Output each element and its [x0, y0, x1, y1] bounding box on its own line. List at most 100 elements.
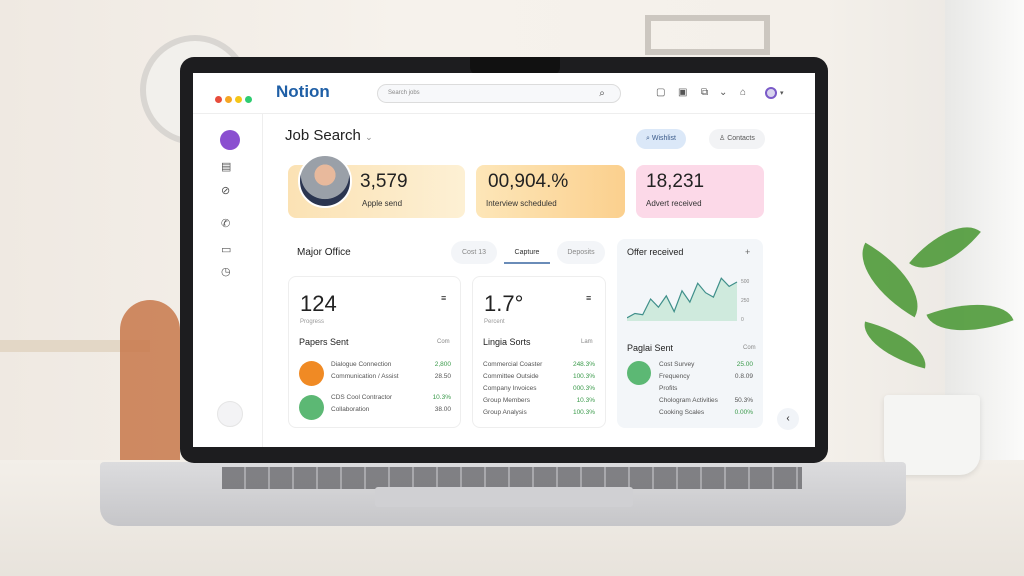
row-value: 100.3%: [572, 409, 595, 416]
row-label: Profits: [659, 385, 678, 392]
list-item[interactable]: Communication / Assist 28.50: [331, 373, 451, 380]
list-item[interactable]: Committee Outside 100.3%: [483, 373, 595, 380]
chair: [120, 300, 180, 460]
stat-card-offers[interactable]: 18,231 Advert received: [636, 165, 764, 218]
menu-icon[interactable]: ≡: [586, 293, 592, 303]
avatar: [298, 154, 352, 208]
row-value: 28.50: [434, 373, 451, 380]
offer-card[interactable]: Offer received + 500 250 0 Paglai Sent Com…: [617, 239, 763, 428]
row-label: Committee Outside: [483, 373, 539, 380]
list-item[interactable]: Group Analysis 100.3%: [483, 409, 595, 416]
wishlist-button[interactable]: ⌕ Wishlist: [636, 129, 686, 149]
list-item[interactable]: CDS Cool Contractor 10.3%: [331, 394, 451, 401]
chart-tick-label: 0: [741, 317, 744, 323]
window-dot: [225, 96, 232, 103]
row-label: CDS Cool Contractor: [331, 394, 393, 401]
list-item[interactable]: Cost Survey 25.00: [659, 361, 753, 368]
tab-deposits[interactable]: Deposits: [557, 241, 605, 264]
tab-capture[interactable]: Capture: [504, 241, 550, 264]
camera-notch: [470, 57, 560, 75]
chart-tick-label: 250: [741, 298, 750, 304]
window-dot: [235, 96, 242, 103]
company-logo-icon: [627, 361, 651, 385]
tab-cost[interactable]: Cost 13: [451, 241, 497, 264]
search-input[interactable]: Search jobs: [377, 84, 621, 103]
contacts-button[interactable]: ♙ Contacts: [709, 129, 765, 149]
bag-icon[interactable]: ▭: [221, 244, 232, 256]
calendar-icon[interactable]: ▣: [678, 87, 688, 98]
workspace-icon[interactable]: [220, 130, 240, 150]
profile-avatar[interactable]: [765, 87, 777, 99]
trackpad: [375, 487, 633, 507]
list-title: Lingia Sorts: [483, 337, 531, 347]
list-action-link[interactable]: Com: [743, 345, 756, 351]
list-item[interactable]: Group Members 10.3%: [483, 397, 595, 404]
picture-frame: [645, 15, 770, 55]
list-action-link[interactable]: Lam: [581, 339, 593, 345]
chart-line: [627, 277, 738, 319]
sidebar: ▤ ⊘ ✆ ▭ ◷: [193, 113, 263, 447]
clock-icon[interactable]: ◷: [221, 266, 231, 278]
share-icon[interactable]: ⧉: [701, 87, 709, 98]
stat-label: Apple send: [362, 199, 403, 208]
list-item[interactable]: Profits: [659, 385, 753, 392]
company-logo-icon: [299, 361, 324, 386]
stat-value: 18,231: [646, 171, 705, 192]
stat-label: Advert received: [646, 199, 702, 208]
header-divider: [193, 113, 815, 114]
list-item[interactable]: Commercial Coaster 248.3%: [483, 361, 595, 368]
list-item[interactable]: Collaboration 38.00: [331, 406, 451, 413]
stat-card-applications[interactable]: 3,579 Apple send: [288, 154, 465, 218]
chevron-down-icon[interactable]: ⌄: [719, 87, 728, 98]
row-label: Company Invoices: [483, 385, 537, 392]
chevron-left-icon[interactable]: ‹: [777, 408, 799, 430]
row-label: Chologram Activities: [659, 397, 718, 404]
list-item[interactable]: Company Invoices 000.3%: [483, 385, 595, 392]
shelf: [0, 340, 150, 352]
card-value: 124: [300, 291, 337, 316]
row-value: 2,800: [434, 361, 451, 368]
notes-icon[interactable]: ▤: [221, 161, 232, 173]
page-title: Job Search ⌄: [285, 127, 373, 144]
row-label: Group Members: [483, 397, 530, 404]
card-subtitle: Progress: [300, 319, 325, 325]
list-action-link[interactable]: Com: [437, 339, 450, 345]
search-icon[interactable]: ⌕: [599, 88, 605, 99]
home-icon[interactable]: ⌂: [740, 87, 747, 98]
row-label: Group Analysis: [483, 409, 527, 416]
keyboard: [222, 467, 802, 489]
row-value: 000.3%: [572, 385, 595, 392]
list-item[interactable]: Frequency 0.8.09: [659, 373, 753, 380]
window-dot: [245, 96, 252, 103]
settings-icon[interactable]: [217, 401, 243, 427]
row-label: Commercial Coaster: [483, 361, 543, 368]
list-item[interactable]: Cooking Scales 0.00%: [659, 409, 753, 416]
row-value: 38.00: [434, 406, 451, 413]
stat-label: Interview scheduled: [486, 199, 557, 208]
row-value: 10.3%: [432, 394, 451, 401]
list-item[interactable]: Chologram Activities 50.3%: [659, 397, 753, 404]
list-title: Paglai Sent: [627, 343, 674, 353]
offer-chart: 500 250 0: [627, 277, 750, 323]
stat-value: 3,579: [360, 171, 408, 192]
chevron-down-icon[interactable]: ▾: [780, 90, 784, 97]
row-value: 0.8.09: [734, 373, 753, 380]
add-icon[interactable]: +: [745, 247, 751, 257]
row-label: Cooking Scales: [659, 409, 705, 416]
app-screen: Notion Search jobs ⌕ ▢ ▣ ⧉ ⌄ ⌂ ▾ ▤ ⊘ ✆ ▭…: [193, 73, 815, 447]
chart-tick-label: 500: [741, 279, 750, 285]
row-label: Frequency: [659, 373, 690, 380]
company-logo-icon: [299, 395, 324, 420]
menu-icon[interactable]: ≡: [441, 293, 447, 303]
row-value: 248.3%: [572, 361, 595, 368]
stat-card-interviews[interactable]: 00,904.% Interview scheduled: [476, 165, 625, 218]
row-label: Cost Survey: [659, 361, 695, 368]
metric-card[interactable]: 124 Progress ≡ Papers Sent Com Dialogue …: [288, 276, 461, 428]
phone-icon[interactable]: ✆: [221, 218, 231, 230]
window-dot: [215, 96, 222, 103]
brand-logo: Notion: [276, 82, 330, 101]
attachment-icon[interactable]: ⊘: [221, 185, 231, 197]
list-item[interactable]: Dialogue Connection 2,800: [331, 361, 451, 368]
metric-card[interactable]: 1.7° Percent ≡ Lingia Sorts Lam Commerci…: [472, 276, 606, 428]
document-icon[interactable]: ▢: [656, 87, 666, 98]
